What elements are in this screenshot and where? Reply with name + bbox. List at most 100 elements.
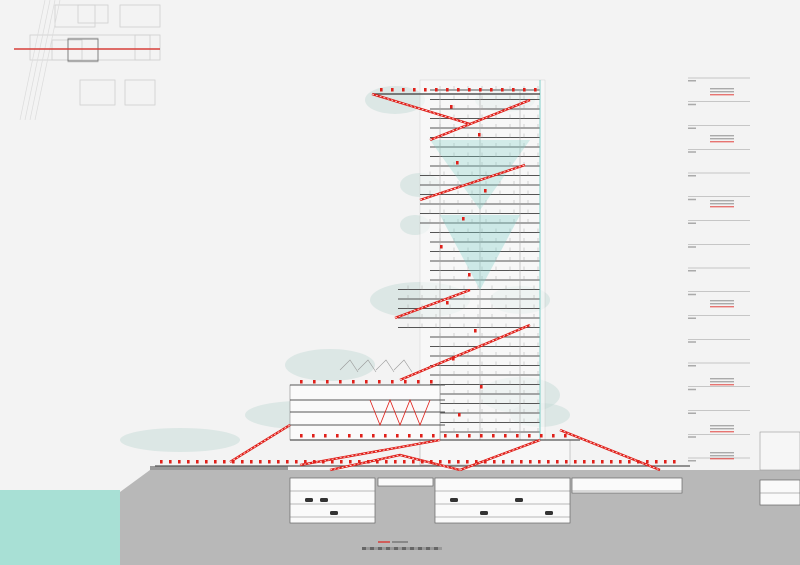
- person: [452, 357, 455, 361]
- person: [520, 460, 523, 464]
- person: [250, 460, 253, 464]
- person: [322, 460, 325, 464]
- car: [320, 498, 328, 502]
- person: [324, 434, 327, 438]
- person: [268, 460, 271, 464]
- person: [444, 434, 447, 438]
- person: [214, 460, 217, 464]
- scale-title: [378, 541, 390, 543]
- key-plan-road: [29, 0, 56, 120]
- person: [169, 460, 172, 464]
- sawtooth-roof: [339, 359, 359, 373]
- basement: [289, 477, 376, 524]
- scale-segment: [418, 547, 422, 550]
- scale-segment: [386, 547, 390, 550]
- level-note: [710, 384, 734, 386]
- person: [478, 133, 481, 137]
- level-note: [710, 306, 734, 308]
- person: [492, 434, 495, 438]
- key-plan-block: [29, 34, 151, 61]
- person: [457, 460, 460, 464]
- person: [601, 460, 604, 464]
- level-tag: [688, 317, 696, 319]
- level-note: [710, 203, 734, 205]
- level-tag: [688, 198, 696, 201]
- level-tag: [688, 412, 696, 414]
- person: [628, 460, 631, 464]
- person: [313, 460, 316, 464]
- person: [484, 460, 487, 464]
- person: [300, 434, 303, 438]
- person: [365, 380, 368, 384]
- person: [312, 434, 315, 438]
- level-note: [710, 91, 734, 93]
- person: [664, 460, 667, 464]
- ground-slab: [150, 466, 288, 470]
- person: [340, 460, 343, 464]
- basement: [571, 477, 683, 494]
- scale-segment: [370, 547, 374, 550]
- person: [439, 460, 442, 464]
- person: [402, 88, 405, 92]
- ramp-steps: [329, 454, 461, 471]
- level-tag: [688, 270, 696, 272]
- person: [583, 460, 586, 464]
- scale-segment: [378, 547, 382, 550]
- person: [424, 88, 427, 92]
- person: [348, 434, 351, 438]
- person: [490, 88, 493, 92]
- key-plan-block: [134, 34, 161, 61]
- person: [205, 460, 208, 464]
- key-plan-block: [79, 79, 116, 106]
- ramp-steps: [419, 164, 526, 201]
- level-tag: [688, 222, 696, 224]
- scale-segment: [366, 547, 370, 550]
- key-plan-block: [54, 4, 96, 28]
- level-note: [710, 303, 734, 305]
- person: [385, 460, 388, 464]
- level-note: [710, 141, 734, 143]
- ramp-steps: [559, 429, 661, 471]
- person: [511, 460, 514, 464]
- person: [430, 460, 433, 464]
- scale-segment: [434, 547, 438, 550]
- level-note: [710, 206, 734, 208]
- person: [468, 434, 471, 438]
- person: [484, 189, 487, 193]
- person: [187, 460, 190, 464]
- car: [330, 511, 338, 515]
- car: [480, 511, 488, 515]
- scale-segment: [390, 547, 394, 550]
- person: [493, 460, 496, 464]
- person: [462, 217, 465, 221]
- level-tag: [688, 436, 696, 438]
- level-note: [710, 455, 734, 457]
- person: [592, 460, 595, 464]
- person: [413, 88, 416, 92]
- key-plan-block: [77, 4, 109, 24]
- person: [448, 460, 451, 464]
- person: [446, 88, 449, 92]
- person: [421, 460, 424, 464]
- scale-segment: [402, 547, 406, 550]
- level-note: [710, 138, 734, 140]
- glass-atrium: [430, 140, 530, 210]
- water: [0, 490, 120, 565]
- scale-segment: [426, 547, 430, 550]
- sawtooth-roof: [393, 359, 413, 373]
- person: [646, 460, 649, 464]
- car: [545, 511, 553, 515]
- level-tag: [688, 246, 696, 248]
- person: [457, 88, 460, 92]
- person: [313, 380, 316, 384]
- key-plan-block: [51, 39, 83, 61]
- adjacent-building: [759, 431, 800, 471]
- level-tag: [688, 127, 696, 129]
- person: [547, 460, 550, 464]
- person: [432, 434, 435, 438]
- person: [286, 460, 289, 464]
- person: [466, 460, 469, 464]
- level-note: [710, 135, 734, 137]
- sawtooth-roof: [375, 359, 395, 373]
